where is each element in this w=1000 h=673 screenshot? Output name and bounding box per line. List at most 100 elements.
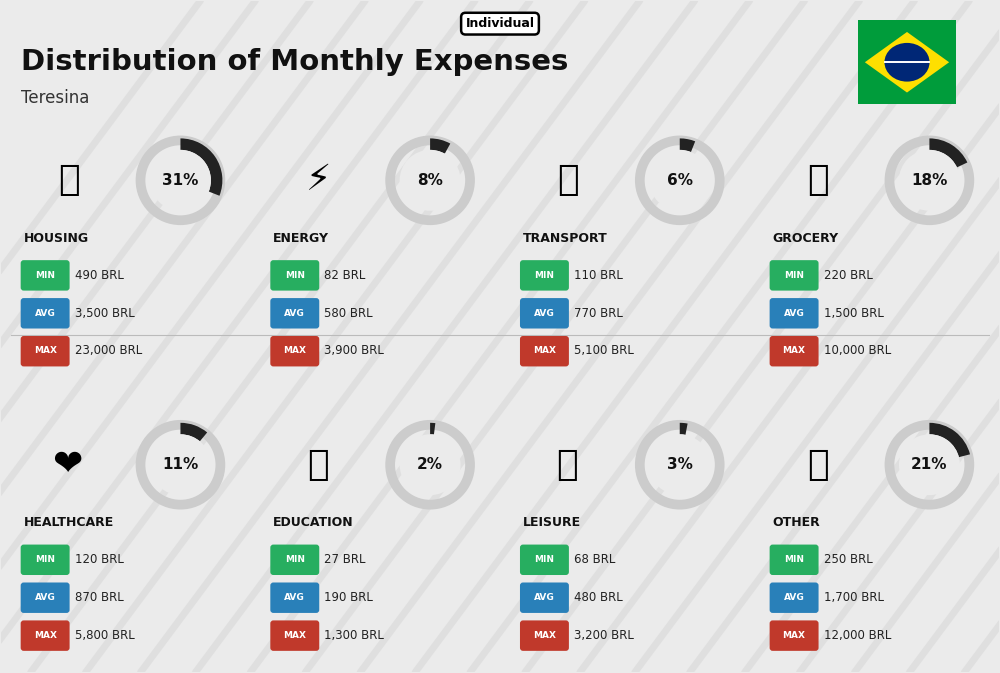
Text: 480 BRL: 480 BRL bbox=[574, 591, 623, 604]
Circle shape bbox=[899, 434, 960, 495]
Wedge shape bbox=[680, 139, 695, 152]
FancyBboxPatch shape bbox=[770, 336, 819, 366]
FancyBboxPatch shape bbox=[21, 260, 70, 291]
Text: MIN: MIN bbox=[285, 271, 305, 279]
Text: 6%: 6% bbox=[667, 173, 693, 188]
Text: MAX: MAX bbox=[283, 347, 306, 355]
FancyBboxPatch shape bbox=[854, 17, 960, 108]
Text: MIN: MIN bbox=[784, 271, 804, 279]
Text: GROCERY: GROCERY bbox=[773, 232, 839, 245]
FancyBboxPatch shape bbox=[270, 544, 319, 575]
Text: ENERGY: ENERGY bbox=[273, 232, 329, 245]
Text: AVG: AVG bbox=[35, 308, 56, 318]
Text: Distribution of Monthly Expenses: Distribution of Monthly Expenses bbox=[21, 48, 568, 75]
FancyBboxPatch shape bbox=[770, 621, 819, 651]
Text: 🛒: 🛒 bbox=[807, 164, 828, 197]
Text: TRANSPORT: TRANSPORT bbox=[523, 232, 608, 245]
Text: MIN: MIN bbox=[534, 271, 554, 279]
Text: 1,500 BRL: 1,500 BRL bbox=[824, 306, 883, 320]
Text: 1,700 BRL: 1,700 BRL bbox=[824, 591, 884, 604]
Text: 870 BRL: 870 BRL bbox=[75, 591, 123, 604]
Wedge shape bbox=[430, 423, 435, 435]
Text: 220 BRL: 220 BRL bbox=[824, 269, 872, 281]
FancyBboxPatch shape bbox=[270, 298, 319, 328]
Text: 18%: 18% bbox=[911, 173, 948, 188]
Wedge shape bbox=[180, 423, 207, 441]
Text: AVG: AVG bbox=[784, 308, 804, 318]
FancyBboxPatch shape bbox=[21, 621, 70, 651]
Text: 23,000 BRL: 23,000 BRL bbox=[75, 345, 142, 357]
Text: EDUCATION: EDUCATION bbox=[273, 516, 354, 529]
Circle shape bbox=[649, 434, 710, 495]
Text: AVG: AVG bbox=[35, 593, 56, 602]
Text: MAX: MAX bbox=[34, 347, 57, 355]
Text: 5,100 BRL: 5,100 BRL bbox=[574, 345, 634, 357]
Text: MIN: MIN bbox=[35, 271, 55, 279]
Text: 🛍️: 🛍️ bbox=[557, 448, 579, 482]
Wedge shape bbox=[929, 139, 967, 168]
Text: MAX: MAX bbox=[533, 347, 556, 355]
Text: 5,800 BRL: 5,800 BRL bbox=[75, 629, 134, 642]
FancyBboxPatch shape bbox=[520, 621, 569, 651]
Text: 190 BRL: 190 BRL bbox=[324, 591, 373, 604]
Wedge shape bbox=[180, 139, 222, 196]
Text: MIN: MIN bbox=[285, 555, 305, 564]
Text: 21%: 21% bbox=[911, 457, 948, 472]
Polygon shape bbox=[865, 32, 949, 93]
Text: MAX: MAX bbox=[783, 631, 806, 640]
Text: MIN: MIN bbox=[534, 555, 554, 564]
Text: 82 BRL: 82 BRL bbox=[324, 269, 366, 281]
Text: MAX: MAX bbox=[34, 631, 57, 640]
Text: HEALTHCARE: HEALTHCARE bbox=[24, 516, 114, 529]
Text: MAX: MAX bbox=[533, 631, 556, 640]
Text: 11%: 11% bbox=[162, 457, 199, 472]
Text: MIN: MIN bbox=[784, 555, 804, 564]
Text: 27 BRL: 27 BRL bbox=[324, 553, 366, 566]
Circle shape bbox=[150, 150, 211, 211]
FancyBboxPatch shape bbox=[21, 544, 70, 575]
Text: AVG: AVG bbox=[534, 593, 555, 602]
Circle shape bbox=[400, 150, 461, 211]
Text: OTHER: OTHER bbox=[773, 516, 820, 529]
Circle shape bbox=[649, 150, 710, 211]
Text: 3%: 3% bbox=[667, 457, 693, 472]
Text: 3,200 BRL: 3,200 BRL bbox=[574, 629, 634, 642]
Text: LEISURE: LEISURE bbox=[523, 516, 581, 529]
Text: AVG: AVG bbox=[534, 308, 555, 318]
Text: 250 BRL: 250 BRL bbox=[824, 553, 872, 566]
FancyBboxPatch shape bbox=[21, 583, 70, 613]
Text: 490 BRL: 490 BRL bbox=[75, 269, 123, 281]
Text: AVG: AVG bbox=[284, 593, 305, 602]
Text: 580 BRL: 580 BRL bbox=[324, 306, 373, 320]
FancyBboxPatch shape bbox=[770, 298, 819, 328]
Wedge shape bbox=[680, 423, 688, 435]
Text: 110 BRL: 110 BRL bbox=[574, 269, 623, 281]
Text: 3,900 BRL: 3,900 BRL bbox=[324, 345, 384, 357]
Circle shape bbox=[884, 43, 930, 81]
FancyBboxPatch shape bbox=[520, 544, 569, 575]
FancyBboxPatch shape bbox=[520, 298, 569, 328]
FancyBboxPatch shape bbox=[21, 298, 70, 328]
FancyBboxPatch shape bbox=[21, 336, 70, 366]
FancyBboxPatch shape bbox=[270, 583, 319, 613]
Text: 🚌: 🚌 bbox=[557, 164, 579, 197]
FancyBboxPatch shape bbox=[770, 583, 819, 613]
Text: Individual: Individual bbox=[466, 17, 534, 30]
Text: 2%: 2% bbox=[417, 457, 443, 472]
Text: 3,500 BRL: 3,500 BRL bbox=[75, 306, 134, 320]
Text: 🎓: 🎓 bbox=[307, 448, 329, 482]
Text: 8%: 8% bbox=[417, 173, 443, 188]
FancyBboxPatch shape bbox=[270, 621, 319, 651]
Text: 68 BRL: 68 BRL bbox=[574, 553, 615, 566]
Circle shape bbox=[150, 434, 211, 495]
FancyBboxPatch shape bbox=[770, 544, 819, 575]
Text: 💰: 💰 bbox=[807, 448, 828, 482]
Text: 12,000 BRL: 12,000 BRL bbox=[824, 629, 891, 642]
Wedge shape bbox=[430, 139, 450, 153]
FancyBboxPatch shape bbox=[270, 260, 319, 291]
Text: MAX: MAX bbox=[783, 347, 806, 355]
Text: ⚡: ⚡ bbox=[306, 164, 331, 197]
Text: 10,000 BRL: 10,000 BRL bbox=[824, 345, 891, 357]
Text: HOUSING: HOUSING bbox=[24, 232, 89, 245]
Text: 🏢: 🏢 bbox=[58, 164, 79, 197]
